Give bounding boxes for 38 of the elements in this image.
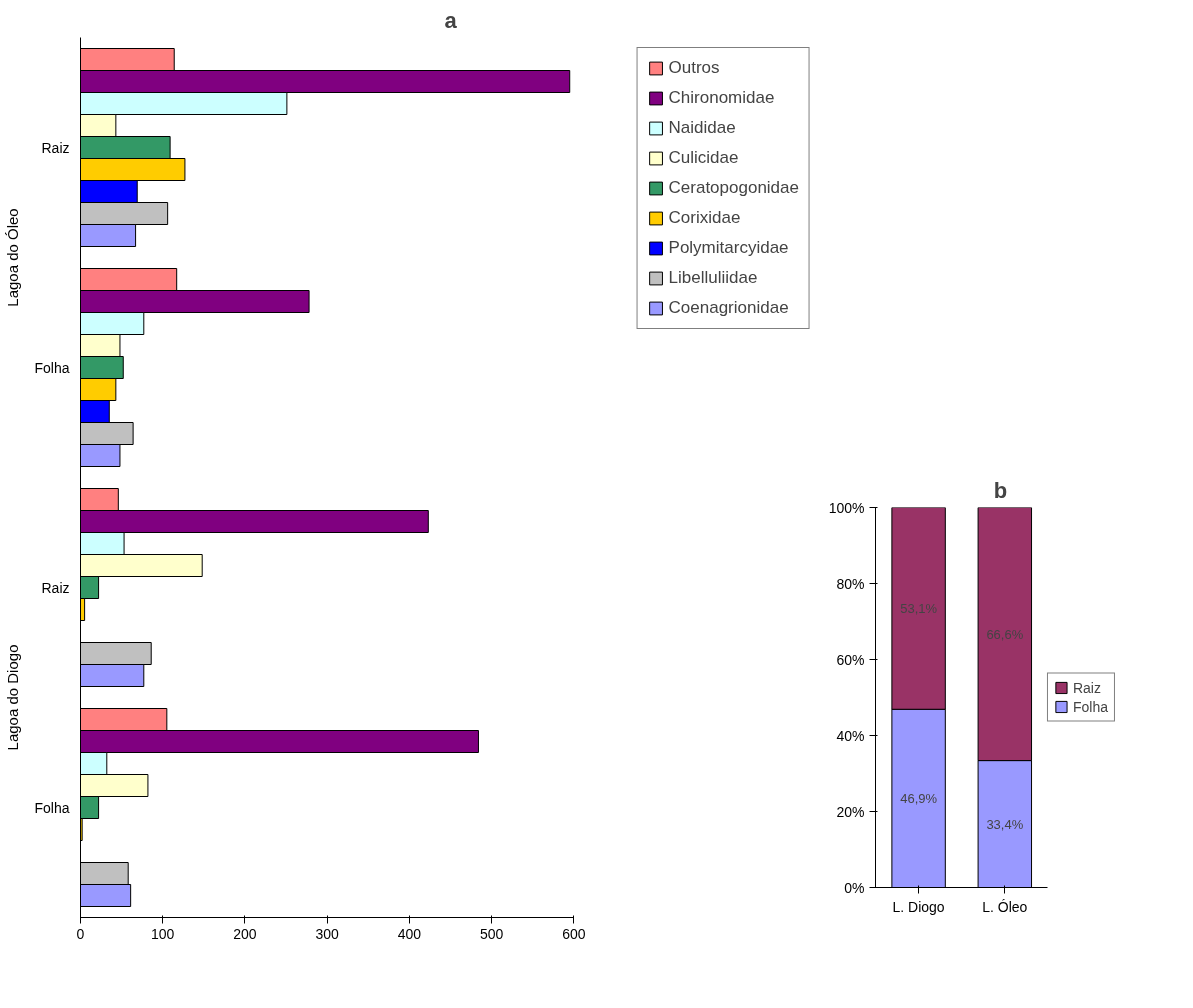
y-tick-label: 80%: [836, 575, 865, 592]
legend-label: Corixidae: [668, 208, 741, 228]
legend-label: Outros: [668, 58, 720, 78]
legend-label: Coenagrionidae: [668, 298, 789, 318]
chart-title: a: [444, 7, 458, 33]
legend-label: Ceratopogonidae: [668, 178, 799, 198]
data-label: 53,1%: [900, 600, 938, 616]
y-tick-label: Raiz: [41, 139, 70, 156]
y-tick-label: 100%: [828, 499, 865, 516]
legend-label: Libelluliidae: [668, 268, 758, 288]
x-tick-label: 400: [397, 925, 422, 942]
x-tick-label: 100: [151, 925, 175, 942]
data-label: 33,4%: [986, 816, 1024, 832]
y-tick-label: Folha: [34, 799, 70, 816]
y-tick-label: 0%: [844, 879, 865, 896]
x-tick-label: 200: [233, 925, 257, 942]
legend-label: Culicidae: [668, 148, 739, 168]
y-tick-label: 40%: [836, 727, 865, 744]
legend-label: Folha: [1072, 698, 1108, 715]
text: Lagoa do Diogo: [3, 644, 21, 751]
text: Lagoa do Óleo: [3, 208, 21, 307]
x-tick-label: 600: [562, 925, 586, 942]
x-tick-label: L. Diogo: [892, 898, 945, 915]
y-tick-label: Folha: [34, 359, 70, 376]
x-tick-label: L. Óleo: [982, 898, 1028, 915]
data-label: 66,6%: [986, 626, 1024, 642]
legend-label: Polymitarcyidae: [668, 238, 789, 258]
legend-label: Raiz: [1072, 679, 1101, 696]
x-tick-label: 0: [76, 925, 85, 942]
x-tick-label: 500: [479, 925, 504, 942]
legend-label: Naididae: [668, 118, 736, 138]
y-tick-label: 20%: [836, 803, 865, 820]
y-tick-label: Raiz: [41, 579, 70, 596]
y-tick-label: 60%: [836, 651, 865, 668]
data-label: 46,9%: [900, 790, 938, 806]
chart-title: b: [993, 477, 1008, 503]
x-tick-label: 300: [315, 925, 340, 942]
legend-label: Chironomidae: [668, 88, 775, 108]
